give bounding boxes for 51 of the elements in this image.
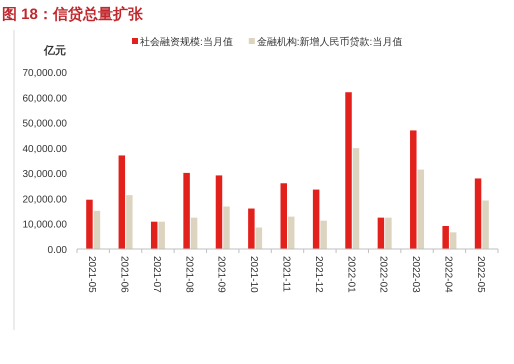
x-tick-label: 2021-09 (216, 256, 227, 294)
y-tick-label: 40,000.00 (22, 144, 68, 155)
y-tick-label: 0.00 (48, 245, 68, 256)
x-tick-label: 2021-07 (150, 256, 162, 294)
bar (94, 210, 100, 249)
bar (474, 178, 482, 249)
bar (482, 200, 489, 249)
bar (158, 222, 165, 249)
x-tick-label: 2022-01 (345, 256, 356, 294)
legend-label: 社会融资规模:当月值 (140, 36, 233, 48)
bar (442, 226, 449, 249)
bar (450, 232, 456, 249)
bar (248, 208, 255, 249)
bar (86, 200, 93, 249)
bar (378, 218, 384, 249)
bar (345, 92, 352, 249)
bar (190, 218, 198, 249)
bar (280, 183, 287, 249)
bar (385, 218, 392, 249)
x-tick-label: 2022-03 (410, 256, 422, 294)
x-tick-label: 2022-04 (442, 256, 454, 294)
bar (223, 206, 230, 249)
bar (288, 216, 294, 249)
x-tick-label: 2021-12 (312, 256, 324, 294)
bar (183, 172, 190, 249)
bar (150, 222, 158, 249)
bar (320, 220, 327, 249)
bar (118, 155, 126, 249)
x-tick-label: 2021-06 (118, 256, 130, 294)
y-tick-label: 10,000.00 (22, 220, 68, 231)
chart-title: 图 18：信贷总量扩张 (2, 5, 144, 23)
y-tick-label: 70,000.00 (22, 68, 68, 79)
y-tick-label: 60,000.00 (22, 93, 68, 104)
x-tick-label: 2022-02 (378, 256, 389, 294)
bar (216, 175, 222, 249)
y-tick-label: 30,000.00 (22, 169, 68, 180)
x-tick-label: 2021-05 (86, 256, 98, 294)
x-tick-label: 2021-10 (248, 256, 260, 294)
x-tick-label: 2021-11 (280, 256, 292, 292)
y-tick-label: 20,000.00 (22, 194, 68, 206)
bar (312, 190, 320, 249)
y-axis-title: 亿元 (43, 45, 66, 57)
x-tick-label: 2022-05 (474, 256, 486, 294)
legend-label: 金融机构:新增人民币贷款:当月值 (256, 36, 402, 48)
y-tick-label: 50,000.00 (22, 118, 68, 130)
bar (352, 148, 360, 249)
x-tick-label: 2021-08 (183, 256, 194, 294)
bar (410, 130, 417, 249)
bar (256, 228, 262, 249)
bar (126, 195, 133, 249)
bar (418, 170, 424, 249)
